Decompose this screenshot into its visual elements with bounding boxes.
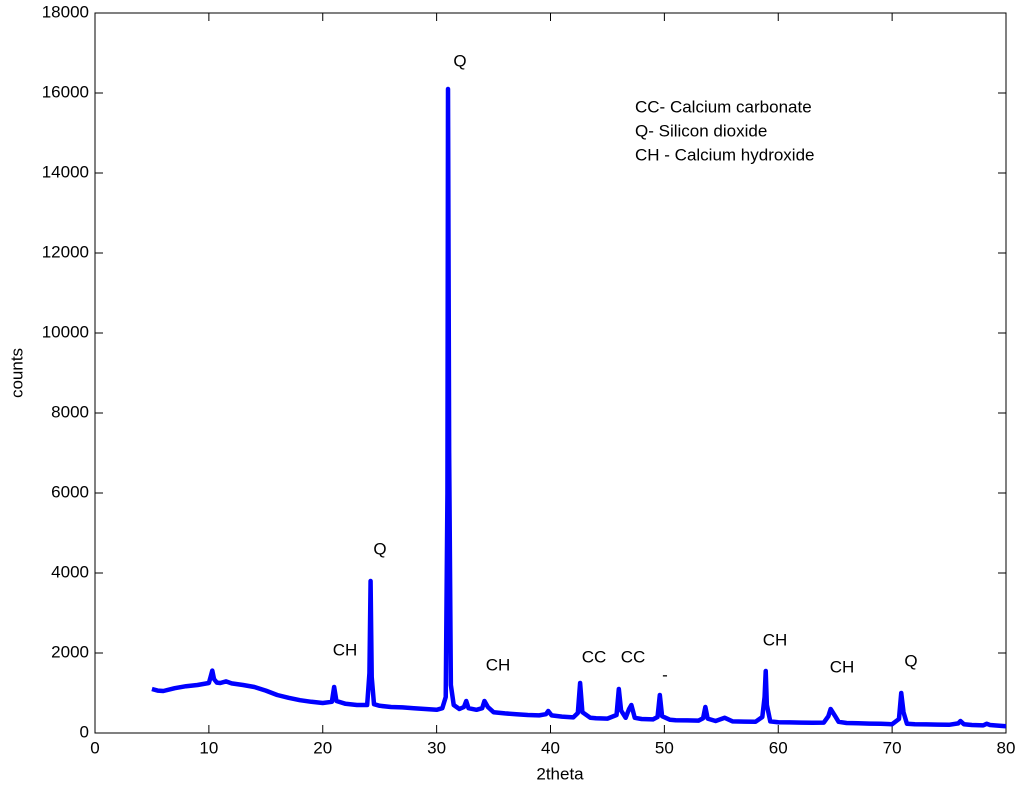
- y-tick-label: 6000: [51, 482, 89, 501]
- y-tick-label: 2000: [51, 642, 89, 661]
- y-tick-label: 14000: [42, 162, 89, 181]
- x-tick-label: 70: [883, 738, 902, 757]
- peak-label: CC: [621, 647, 646, 666]
- peak-label: Q: [904, 651, 917, 670]
- peak-label: CH: [763, 630, 788, 649]
- peak-label: Q: [453, 51, 466, 70]
- peak-label: CH: [486, 655, 511, 674]
- y-tick-label: 10000: [42, 322, 89, 341]
- y-tick-label: 16000: [42, 82, 89, 101]
- peak-label: CH: [830, 657, 855, 676]
- peak-label: CC: [582, 647, 607, 666]
- y-axis-label: counts: [7, 348, 26, 398]
- note-text: Q- Silicon dioxide: [635, 121, 767, 140]
- y-tick-label: 18000: [42, 2, 89, 21]
- data-line: [151, 86, 1007, 729]
- x-tick-label: 10: [199, 738, 218, 757]
- x-tick-label: 50: [655, 738, 674, 757]
- x-axis-label: 2theta: [536, 764, 584, 783]
- x-tick-label: 40: [541, 738, 560, 757]
- note-text: CH - Calcium hydroxide: [635, 145, 815, 164]
- x-tick-label: 60: [769, 738, 788, 757]
- plot-frame: [94, 12, 1007, 734]
- note-text: CC- Calcium carbonate: [635, 97, 812, 116]
- y-tick-label: 0: [80, 722, 89, 741]
- x-tick-label: 30: [427, 738, 446, 757]
- peak-label: CH: [333, 640, 358, 659]
- x-tick-label: 0: [90, 738, 99, 757]
- x-tick-label: 80: [997, 738, 1016, 757]
- peak-label: Q: [373, 539, 386, 558]
- y-tick-label: 4000: [51, 562, 89, 581]
- y-tick-label: 8000: [51, 402, 89, 421]
- peak-label: -: [662, 665, 668, 684]
- y-tick-label: 12000: [42, 242, 89, 261]
- x-tick-label: 20: [313, 738, 332, 757]
